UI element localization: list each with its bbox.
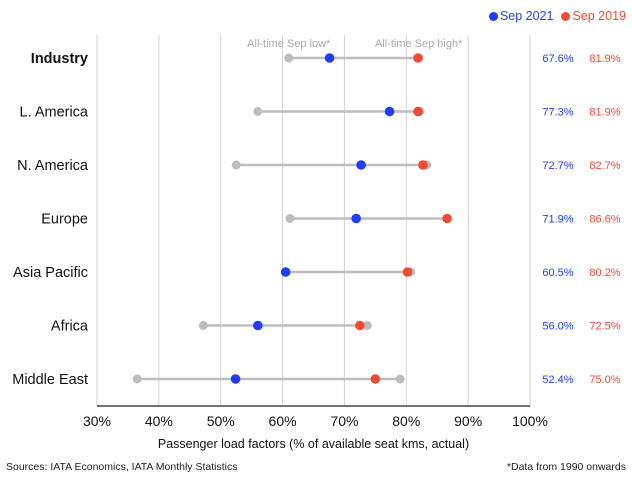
sources-note: Sources: IATA Economics, IATA Monthly St… <box>6 461 238 473</box>
point-sep-2019-europe <box>442 213 452 224</box>
x-tick-label-50: 50% <box>207 413 235 429</box>
value-label-sep-2019-europe: 86.6% <box>589 214 620 226</box>
point-sep-2019-middle-east <box>370 374 381 384</box>
value-label-sep-2021-middle-east: 52.4% <box>542 374 573 386</box>
x-tick-label-30: 30% <box>83 413 111 429</box>
x-tick-label-80: 80% <box>392 413 420 429</box>
row-label-n-america: N. America <box>17 158 89 174</box>
legend-label-sep-2019: Sep 2019 <box>572 9 626 23</box>
x-tick-label-70: 70% <box>330 413 358 429</box>
legend-label-sep-2021: Sep 2021 <box>499 9 554 23</box>
point-sep-2019-asia-pacific <box>402 267 413 277</box>
row-label-industry: Industry <box>31 51 88 67</box>
legend-marker-sep-2019 <box>561 11 571 21</box>
range-low-marker-europe <box>285 214 295 223</box>
legend: Sep 2021 Sep 2019 <box>488 9 626 23</box>
point-sep-2021-middle-east <box>230 374 241 384</box>
point-sep-2021-industry <box>324 53 335 63</box>
point-sep-2021-asia-pacific <box>280 267 291 277</box>
x-tick-label-60: 60% <box>269 413 297 429</box>
row-label-africa: Africa <box>51 319 89 335</box>
x-tick-label-90: 90% <box>454 413 482 429</box>
range-low-marker-middle-east <box>132 374 142 384</box>
value-label-sep-2021-africa: 56.0% <box>542 321 573 333</box>
footnote: *Data from 1990 onwards <box>506 461 626 473</box>
value-label-sep-2019-asia-pacific: 80.2% <box>589 267 620 279</box>
value-label-sep-2021-industry: 67.6% <box>542 53 573 65</box>
row-label-asia-pacific: Asia Pacific <box>13 265 88 281</box>
legend-item-sep-2019: Sep 2019 <box>561 9 626 23</box>
point-sep-2019-l-america <box>413 106 423 117</box>
range-high-marker-africa <box>362 321 372 330</box>
row-label-l-america: L. America <box>20 105 89 121</box>
row-label-europe: Europe <box>41 212 88 228</box>
value-label-sep-2019-l-america: 81.9% <box>589 107 620 119</box>
point-sep-2021-africa <box>253 320 263 331</box>
point-sep-2021-n-america <box>356 160 366 170</box>
range-low-marker-africa <box>198 321 208 330</box>
point-sep-2019-industry <box>413 53 423 63</box>
annotation-all-time-high: All-time Sep high* <box>375 38 463 50</box>
range-high-marker-middle-east <box>395 374 405 384</box>
point-sep-2019-africa <box>355 320 365 331</box>
value-label-sep-2021-n-america: 72.7% <box>542 160 573 172</box>
legend-item-sep-2021: Sep 2021 <box>488 9 554 23</box>
value-label-sep-2021-l-america: 77.3% <box>542 107 573 119</box>
value-label-sep-2019-africa: 72.5% <box>589 321 620 333</box>
value-label-sep-2021-asia-pacific: 60.5% <box>542 267 573 279</box>
row-label-middle-east: Middle East <box>12 372 88 388</box>
point-sep-2021-l-america <box>384 106 395 117</box>
value-label-sep-2021-europe: 71.9% <box>542 214 573 226</box>
legend-marker-sep-2021 <box>488 11 498 21</box>
value-label-sep-2019-middle-east: 75.0% <box>589 374 620 386</box>
range-low-marker-l-america <box>253 107 263 116</box>
point-sep-2021-europe <box>351 213 361 224</box>
range-low-marker-industry <box>284 53 294 63</box>
value-label-sep-2019-industry: 81.9% <box>589 53 620 65</box>
value-label-sep-2019-n-america: 82.7% <box>589 160 620 172</box>
x-axis-label: Passenger load factors (% of available s… <box>158 437 469 451</box>
x-tick-label-40: 40% <box>145 413 173 429</box>
point-sep-2019-n-america <box>418 160 428 170</box>
range-low-marker-n-america <box>231 160 241 170</box>
annotation-all-time-low: All-time Sep low* <box>247 38 331 50</box>
x-tick-label-100: 100% <box>512 413 548 429</box>
